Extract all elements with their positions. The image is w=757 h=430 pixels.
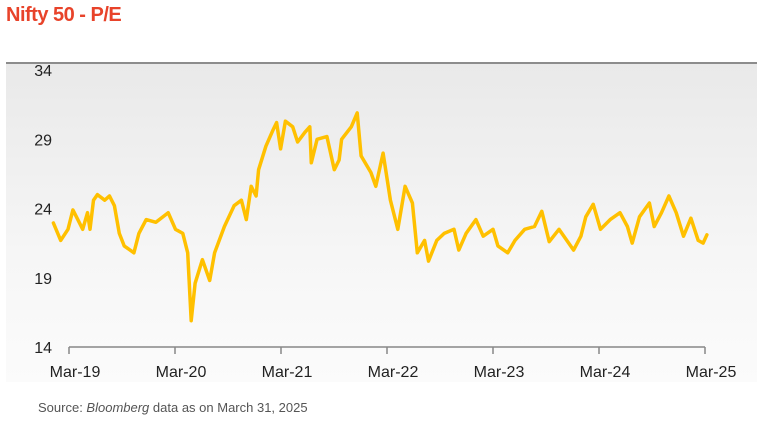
- pe-series-line: [51, 111, 709, 323]
- source-note: Source: Bloomberg data as on March 31, 2…: [38, 400, 308, 415]
- y-tick-label: 14: [34, 340, 52, 357]
- y-tick-label: 24: [34, 202, 52, 219]
- chart-panel: [6, 64, 757, 382]
- y-tick-label: 29: [34, 132, 52, 149]
- y-tick-label: 34: [34, 63, 52, 80]
- source-prefix: Source:: [38, 400, 87, 415]
- source-suffix: data as on March 31, 2025: [149, 400, 308, 415]
- x-tick-label: Mar-25: [686, 364, 737, 381]
- source-name: Bloomberg: [86, 400, 150, 415]
- x-tick-label: Mar-24: [580, 364, 631, 381]
- title-divider: [6, 62, 757, 64]
- x-tick-label: Mar-22: [368, 364, 419, 381]
- y-tick-label: 19: [34, 271, 52, 288]
- chart-title: Nifty 50 - P/E: [6, 4, 122, 26]
- x-tick-label: Mar-21: [262, 364, 313, 381]
- x-tick-label: Mar-23: [474, 364, 525, 381]
- x-tick-label: Mar-20: [156, 364, 207, 381]
- x-tick-label: Mar-19: [50, 364, 101, 381]
